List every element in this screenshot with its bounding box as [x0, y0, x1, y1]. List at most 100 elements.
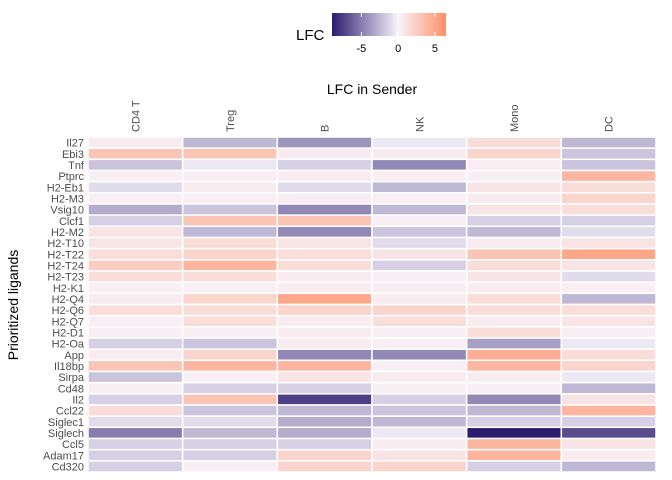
column-label: Mono	[509, 104, 521, 132]
heatmap-cell	[465, 337, 563, 350]
heatmap-cell	[276, 259, 373, 272]
heatmap-cell	[181, 314, 279, 328]
heatmap-cell	[87, 381, 184, 395]
heatmap-cell	[276, 426, 373, 440]
heatmap-cell	[560, 393, 657, 406]
heatmap-cell	[560, 314, 657, 328]
heatmap-cell	[87, 415, 184, 429]
heatmap-cell	[181, 303, 279, 317]
heatmap-cell	[181, 348, 279, 362]
row-label: Ebi3	[62, 149, 84, 161]
heatmap-cell	[371, 303, 468, 317]
heatmap-cell	[276, 180, 373, 194]
row-label: Cd48	[58, 383, 84, 395]
heatmap-cell	[87, 348, 184, 362]
heatmap-cell	[465, 348, 563, 362]
heatmap-cell	[276, 192, 373, 205]
heatmap-cell	[181, 180, 279, 194]
heatmap-cell	[181, 281, 279, 295]
row-label: H2-T10	[47, 238, 84, 250]
heatmap-cell	[465, 437, 563, 451]
heatmap-cell	[276, 314, 373, 328]
heatmap-cell	[560, 426, 657, 440]
heatmap-cell	[371, 370, 468, 384]
heatmap-cell	[560, 214, 657, 228]
heatmap-cell	[181, 247, 279, 261]
row-label: Siglec1	[48, 417, 84, 429]
heatmap-cell	[181, 192, 279, 205]
heatmap-cell	[276, 136, 373, 149]
heatmap-cell	[87, 247, 184, 261]
heatmap-cell	[276, 147, 373, 161]
heatmap-cell	[87, 203, 184, 216]
heatmap-cell	[371, 404, 468, 417]
heatmap-cell	[276, 370, 373, 384]
row-label: Tnf	[68, 160, 85, 172]
legend-colorbar	[332, 13, 446, 36]
heatmap-cell	[465, 259, 563, 272]
heatmap-cell	[371, 426, 468, 440]
heatmap-cell	[181, 203, 279, 216]
column-label: CD4 T	[130, 100, 142, 132]
heatmap-cell	[87, 303, 184, 317]
heatmap-cell	[276, 281, 373, 295]
column-label: DC	[604, 116, 616, 132]
heatmap-cell	[371, 448, 468, 462]
legend-ticks: -5 0 5	[357, 13, 438, 55]
heatmap-cell	[371, 348, 468, 362]
heatmap-cell	[87, 337, 184, 350]
row-label: H2-Q6	[52, 305, 84, 317]
heatmap-cell	[560, 460, 657, 473]
heatmap-cell	[371, 415, 468, 429]
heatmap-cell	[87, 448, 184, 462]
heatmap-cell	[560, 147, 657, 161]
heatmap-cell	[465, 359, 563, 373]
heatmap-cell	[276, 448, 373, 462]
heatmap-cell	[276, 169, 373, 183]
heatmap-cell	[276, 158, 373, 172]
heatmap-cell	[371, 381, 468, 395]
heatmap-cell	[371, 136, 468, 149]
heatmap-cell	[560, 203, 657, 216]
heatmap-cell	[181, 337, 279, 350]
row-label: Siglech	[48, 428, 84, 440]
heatmap-cell	[465, 426, 563, 440]
heatmap-cell	[465, 370, 563, 384]
heatmap-cell	[560, 381, 657, 395]
heatmap-cell	[560, 348, 657, 362]
heatmap-cell	[560, 337, 657, 350]
heatmap-cell	[276, 247, 373, 261]
legend-tick-label: 0	[395, 43, 401, 55]
heatmap-cell	[276, 225, 373, 239]
chart-title: LFC in Sender	[327, 81, 418, 97]
heatmap-cell	[87, 192, 184, 205]
row-label: H2-Oa	[52, 339, 85, 351]
heatmap-cell	[276, 292, 373, 306]
heatmap-cell	[87, 180, 184, 194]
heatmap-cell	[465, 326, 563, 339]
heatmap-cell	[465, 314, 563, 328]
row-label: H2-D1	[52, 327, 84, 339]
heatmap-cell	[560, 359, 657, 373]
heatmap-cell	[560, 192, 657, 205]
heatmap-cell	[465, 158, 563, 172]
heatmap-cell	[371, 326, 468, 339]
heatmap-cell	[465, 404, 563, 417]
heatmap-cell	[181, 147, 279, 161]
heatmap-cell	[87, 393, 184, 406]
heatmap-cell	[276, 203, 373, 216]
heatmap-cell	[276, 460, 373, 473]
heatmap-cell	[560, 303, 657, 317]
heatmap-cell	[560, 259, 657, 272]
heatmap-cell	[371, 192, 468, 205]
heatmap-cell	[465, 448, 563, 462]
heatmap-cell	[181, 270, 279, 283]
heatmap-cell	[181, 393, 279, 406]
heatmap-cell	[276, 270, 373, 283]
row-label: H2-T23	[47, 272, 84, 284]
legend-tick-label: -5	[357, 43, 367, 55]
y-axis-title: Prioritized ligands	[5, 250, 21, 361]
heatmap-cell	[276, 236, 373, 250]
heatmap-cell	[560, 136, 657, 149]
